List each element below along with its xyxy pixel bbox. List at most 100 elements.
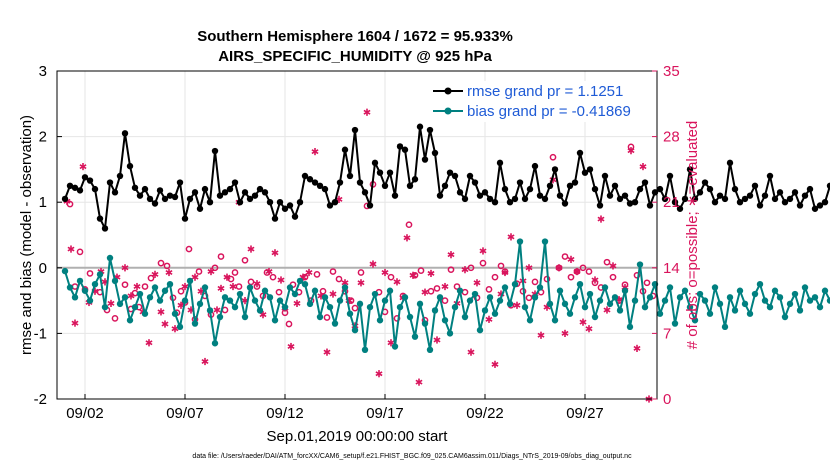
obs-evaluated-marker [467,348,475,356]
rmse-point [306,176,314,183]
bias-point [356,300,364,308]
bias-point [326,303,334,311]
bias-point [276,297,284,304]
bias-point [426,346,434,353]
y-tick-label: 2 [39,129,47,146]
obs-possible-marker [329,268,337,275]
bias-point [611,294,619,301]
rmse-point [826,182,830,189]
y-right-tick-label: 35 [663,63,680,80]
rmse-point [486,195,494,203]
obs-evaluated-marker [561,329,569,337]
bias-point [376,317,384,324]
rmse-point [541,195,549,203]
rmse-point [436,192,444,199]
asterisk-stroke [409,272,417,278]
x-tick-label: 09/02 [66,405,104,422]
bias-point [796,307,804,314]
plot-frame [56,70,658,400]
asterisk-stroke [597,216,605,222]
rmse-point [621,192,629,199]
obs-possible-marker [121,281,129,289]
obs-possible-marker [447,266,455,274]
asterisk-stroke [591,277,599,283]
asterisk-stroke [633,345,641,351]
obs-evaluated-marker [311,147,319,156]
y-axis-label-right: # of obs: o=possible; ∗=evaluated [684,121,701,350]
rmse-point [526,185,534,193]
asterisk-stroke [299,274,307,280]
legend-bias-label: bias grand pr = -0.41869 [467,103,631,120]
chart-subtitle: AIRS_SPECIFIC_HUMIDITY @ 925 hPa [218,48,492,65]
rmse-point [711,199,719,206]
obs-possible-marker [441,297,449,304]
bias-point [641,303,649,311]
rmse-point [441,182,449,189]
rmse-point [571,179,579,186]
asterisk-stroke [213,307,221,313]
y-axis-left: -2 -1 0 1 2 3 [34,63,62,408]
asterisk-stroke [579,319,587,325]
bias-point [321,294,329,301]
obs-evaluated-marker [433,336,441,344]
obs-evaluated-marker [247,245,255,253]
rmse-point [721,195,729,203]
rmse-point [596,202,604,209]
asterisk-stroke [191,274,199,280]
rmse-point [126,162,134,170]
x-tick-label: 09/27 [566,405,604,422]
bias-point [131,303,139,311]
bias-point [686,303,694,311]
bias-point [721,323,729,331]
rmse-point [356,179,364,186]
obs-possible-marker [433,285,441,292]
bias-point [291,290,299,298]
rmse-point [226,185,234,193]
bias-point [66,284,74,291]
obs-possible-marker [185,245,193,253]
obs-possible-marker [323,314,331,321]
rmse-point [416,123,424,130]
bias-point [456,287,464,294]
rmse-point [751,182,759,189]
asterisk-stroke [433,337,441,343]
rmse-point [66,182,74,189]
bias-point [76,277,84,285]
obs-possible-marker [467,264,475,272]
obs-possible-marker [313,271,321,278]
rmse-point [521,195,529,203]
obs-evaluated-marker [375,370,383,378]
asterisk-stroke [253,281,261,287]
obs-evaluated-marker [609,262,617,270]
rmse-point [246,195,254,203]
rmse-point [696,189,704,196]
bias-point [776,294,784,301]
rmse-point [241,189,249,196]
obs-possible-marker [453,283,461,290]
rmse-point [506,199,514,206]
bias-point [306,300,314,308]
rmse-point [316,182,324,189]
x-tick-label: 09/22 [466,405,504,422]
bias-point [256,307,264,314]
obs-evaluated-marker [403,234,411,242]
bias-point [571,294,579,301]
bias-point [111,277,119,285]
rmse-point [86,177,94,184]
asterisk-stroke [293,300,301,306]
obs-evaluated-marker [363,108,371,116]
rmse-point [391,192,399,199]
rmse-point [491,199,499,206]
rmse-point [771,195,779,203]
obs-possible-marker [177,287,185,295]
rmse-point [801,192,809,199]
bias-point [266,294,274,301]
rmse-point [676,205,684,212]
bias-point [346,310,354,317]
asterisk-stroke [165,269,173,275]
chart-title: Southern Hemisphere 1604 / 1672 = 95.933… [197,28,513,45]
bias-point [441,317,449,324]
asterisk-stroke [223,274,231,280]
bias-point [816,303,824,311]
obs-evaluated-marker [293,299,301,308]
